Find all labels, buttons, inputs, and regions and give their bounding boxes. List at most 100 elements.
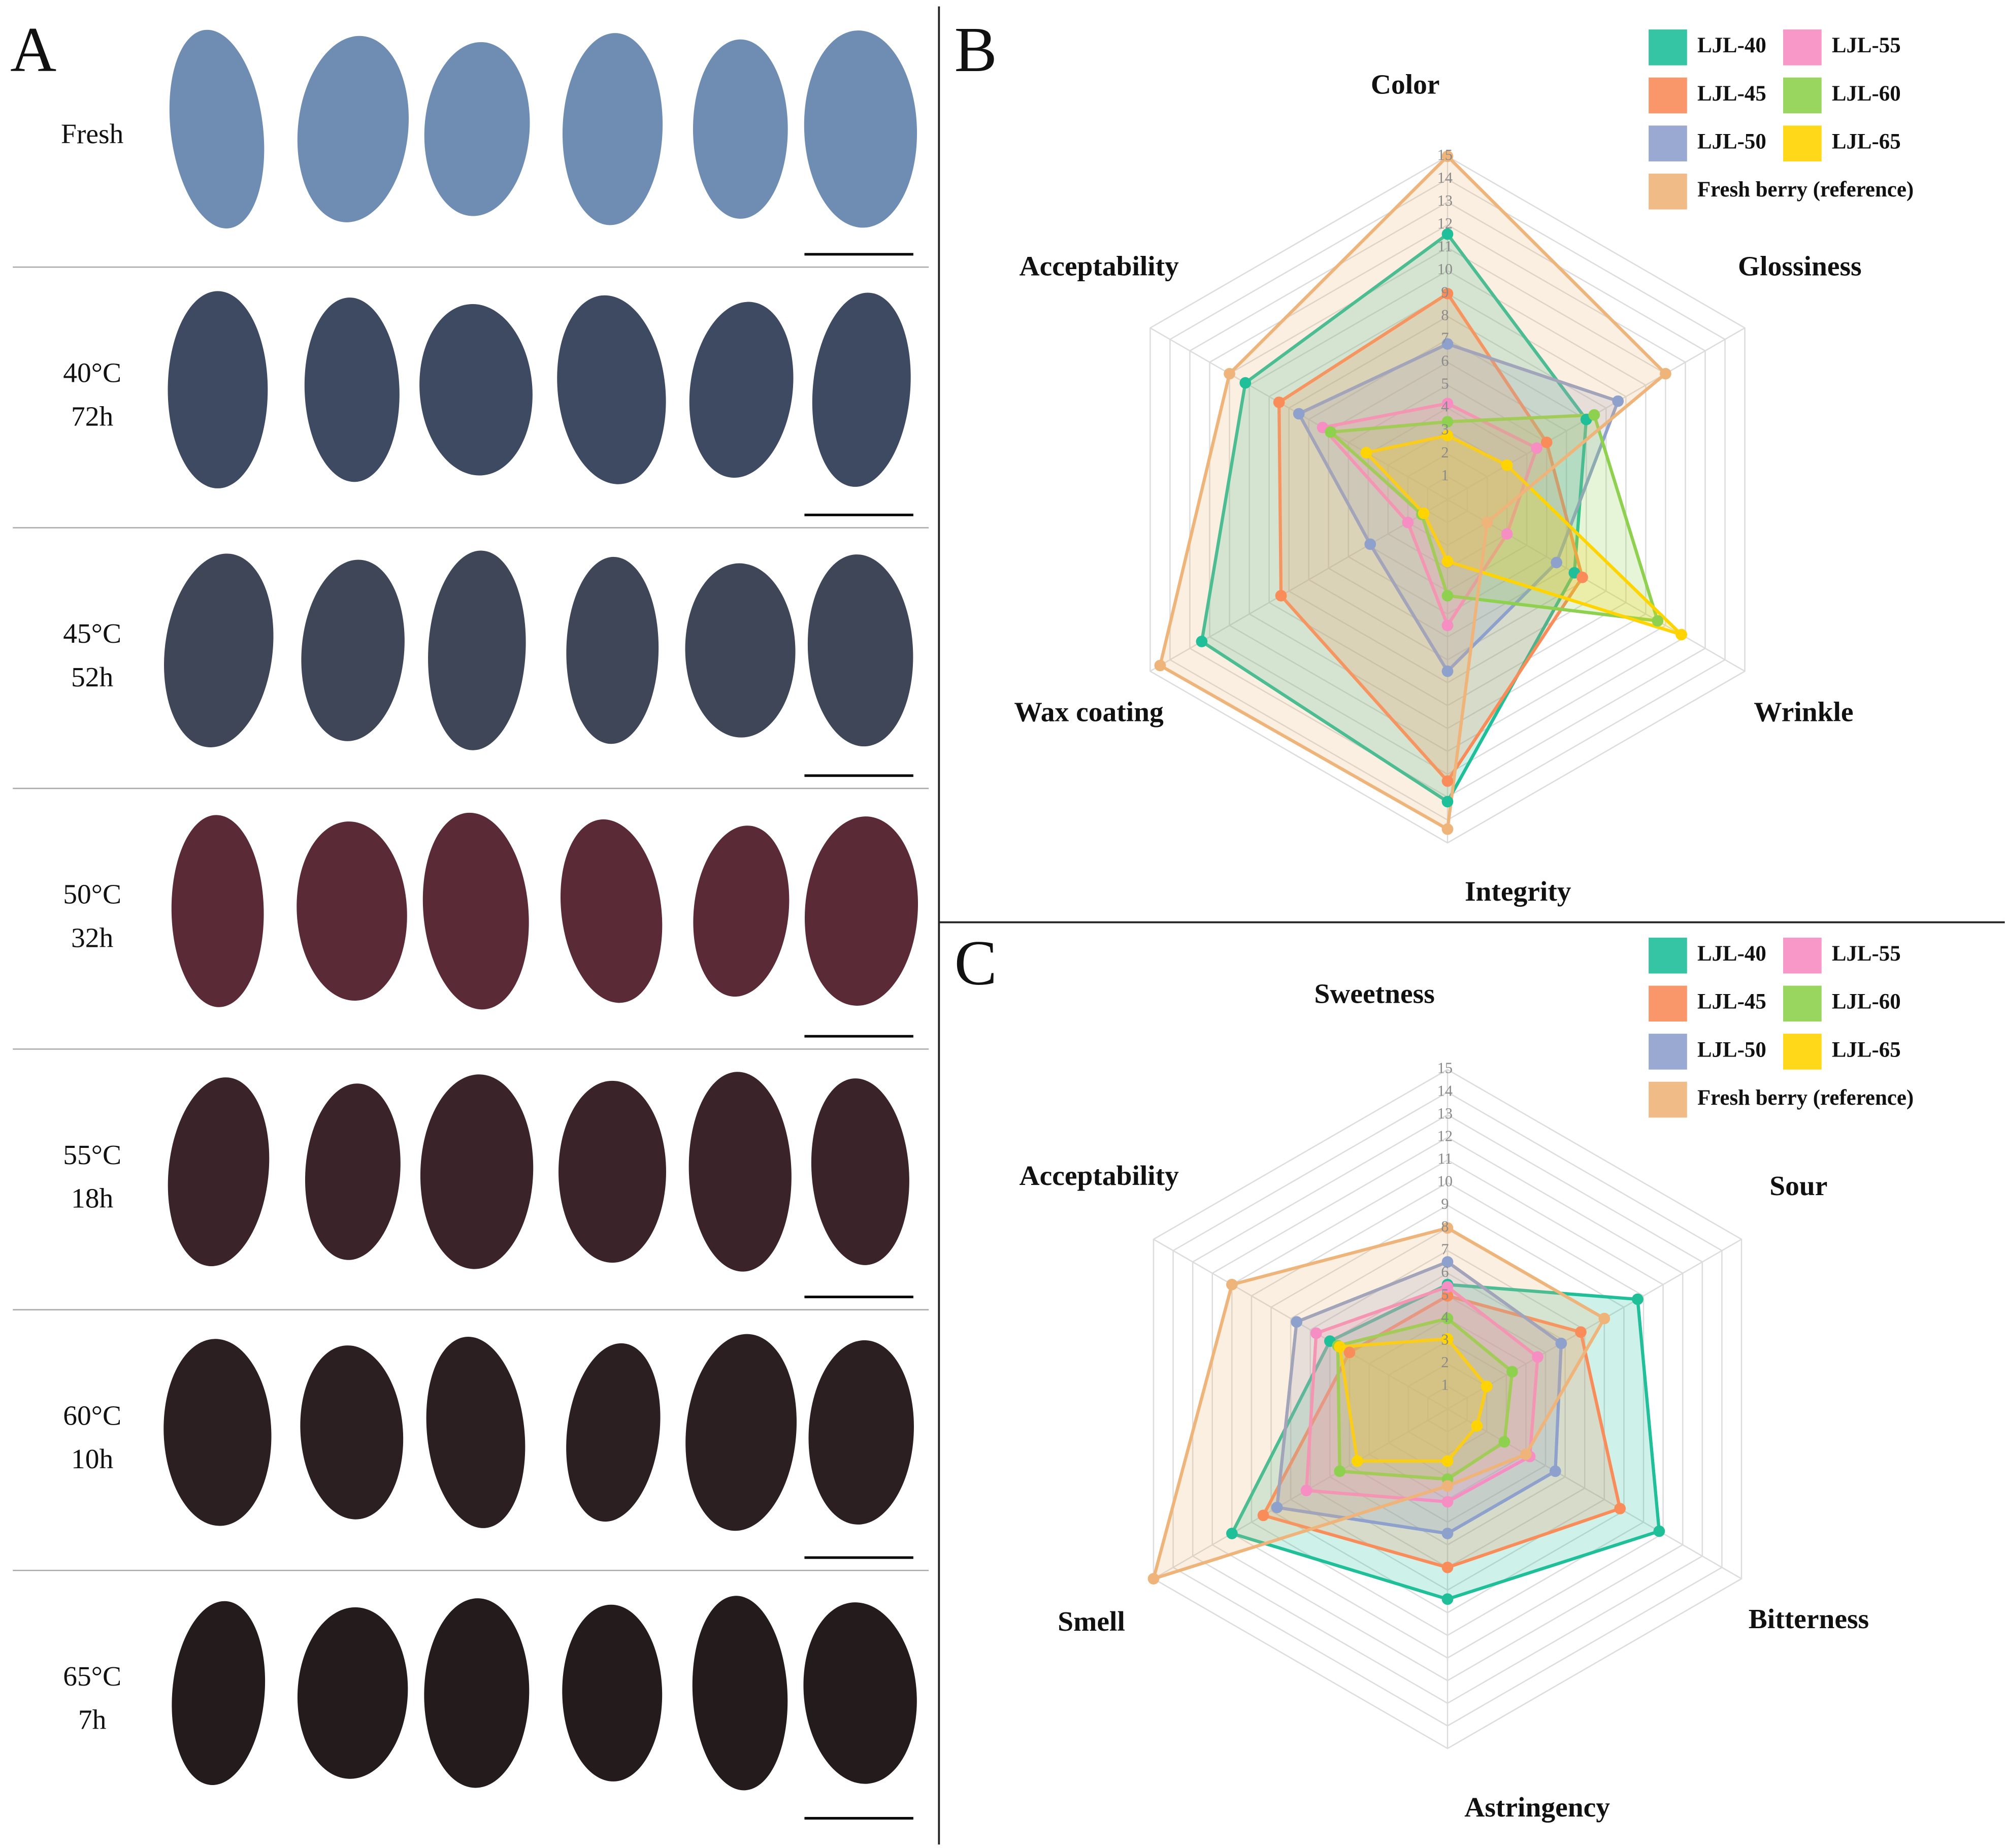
r-tick-label: 10 <box>1437 260 1453 278</box>
r-tick-label: 4 <box>1441 398 1449 415</box>
r-tick-label: 1 <box>1441 467 1449 484</box>
row-label: 10h <box>71 1444 114 1475</box>
legend-label: LJL-60 <box>1832 82 1901 106</box>
row-label: 7h <box>78 1705 107 1736</box>
data-point <box>1660 368 1671 380</box>
berry-photo <box>693 826 790 997</box>
legend-swatch <box>1649 29 1687 65</box>
r-tick-label: 8 <box>1441 306 1449 323</box>
legend-label: LJL-60 <box>1832 990 1901 1014</box>
berry-photo <box>688 1072 792 1272</box>
berry-photo <box>685 563 796 738</box>
r-tick-label: 1 <box>1441 1376 1449 1394</box>
spoke <box>1153 1408 1448 1579</box>
data-point <box>1501 528 1513 540</box>
data-point <box>1441 338 1454 350</box>
data-point <box>1506 1366 1518 1378</box>
row-label: 45°C <box>63 618 121 649</box>
data-point <box>1441 1256 1454 1268</box>
axis-label: Bitterness <box>1749 1604 1869 1635</box>
axis-label: Astringency <box>1464 1792 1610 1823</box>
legend-label: LJL-50 <box>1697 129 1766 153</box>
legend-label: LJL-45 <box>1697 82 1766 106</box>
berry-photo <box>164 553 274 747</box>
data-point <box>1257 1509 1269 1522</box>
legend-swatch <box>1649 1081 1687 1118</box>
berry-photo <box>172 1601 266 1786</box>
r-tick-label: 13 <box>1437 192 1453 209</box>
data-point <box>1652 615 1664 627</box>
data-point <box>1441 796 1454 808</box>
legend-swatch <box>1783 985 1822 1022</box>
data-point <box>1271 1501 1283 1513</box>
data-point <box>1226 1528 1238 1539</box>
data-point <box>1540 436 1553 448</box>
data-point <box>1588 409 1600 421</box>
data-point <box>1275 589 1287 602</box>
legend-label: Fresh berry (reference) <box>1697 1086 1914 1110</box>
data-point <box>1441 589 1454 602</box>
spoke <box>1447 499 1746 672</box>
berry-photo <box>808 1340 914 1525</box>
berry-photo <box>689 302 794 478</box>
data-point <box>1441 619 1454 632</box>
data-point <box>1532 1351 1543 1363</box>
r-tick-label: 5 <box>1441 1285 1449 1303</box>
r-tick-label: 8 <box>1441 1218 1449 1235</box>
data-point <box>1612 395 1624 407</box>
legend-swatch <box>1649 985 1687 1022</box>
berry-photo <box>804 30 917 228</box>
r-tick-label: 9 <box>1441 283 1449 301</box>
row-label: 72h <box>71 401 114 432</box>
berry-photo <box>163 1339 272 1526</box>
data-point <box>1239 377 1252 389</box>
berry-photo <box>304 298 400 482</box>
data-point <box>1614 1503 1626 1514</box>
berry-photo <box>566 1343 661 1522</box>
row-label: 60°C <box>63 1400 121 1431</box>
legend-label: LJL-55 <box>1832 34 1901 57</box>
data-point <box>1441 1496 1454 1508</box>
legend-label: LJL-65 <box>1832 129 1901 153</box>
r-tick-label: 7 <box>1441 1240 1449 1258</box>
r-tick-label: 6 <box>1441 1263 1449 1280</box>
legend-swatch <box>1649 937 1687 974</box>
spoke <box>1447 1238 1742 1410</box>
row-label: Fresh <box>61 119 124 150</box>
r-tick-label: 15 <box>1437 1060 1453 1077</box>
row-label: 40°C <box>63 358 121 389</box>
data-point <box>1293 408 1305 420</box>
row-label: 55°C <box>63 1140 121 1171</box>
data-point <box>1481 516 1493 529</box>
row-label: 50°C <box>63 879 121 910</box>
data-point <box>1441 150 1454 162</box>
berry-photo <box>685 1334 797 1531</box>
axis-label: Acceptability <box>1020 1161 1179 1192</box>
berry-photo <box>566 556 659 744</box>
r-tick-label: 12 <box>1437 1127 1453 1144</box>
axis-label: Wax coating <box>1014 697 1164 728</box>
data-point <box>1441 430 1454 442</box>
axis-label: Smell <box>1058 1606 1125 1637</box>
r-tick-label: 14 <box>1437 1082 1453 1099</box>
axis-label: Acceptability <box>1020 251 1179 282</box>
berry-photo <box>297 36 409 222</box>
r-tick-label: 3 <box>1441 1331 1449 1348</box>
berry-photo <box>693 39 788 219</box>
legend-label: LJL-50 <box>1697 1038 1766 1062</box>
data-point <box>1498 1436 1510 1448</box>
r-tick-label: 2 <box>1441 1354 1449 1371</box>
berry-photo <box>424 1598 530 1788</box>
data-point <box>1147 1573 1160 1585</box>
legend-label: LJL-40 <box>1697 34 1766 57</box>
berry-photo <box>558 1080 666 1263</box>
data-point <box>1501 459 1513 471</box>
data-point <box>1481 1380 1493 1393</box>
data-point <box>1334 1341 1346 1353</box>
data-point <box>1441 555 1454 568</box>
berry-photo <box>168 1077 270 1266</box>
data-point <box>1334 1465 1346 1477</box>
r-tick-label: 3 <box>1441 421 1449 438</box>
data-point <box>1441 1312 1454 1325</box>
